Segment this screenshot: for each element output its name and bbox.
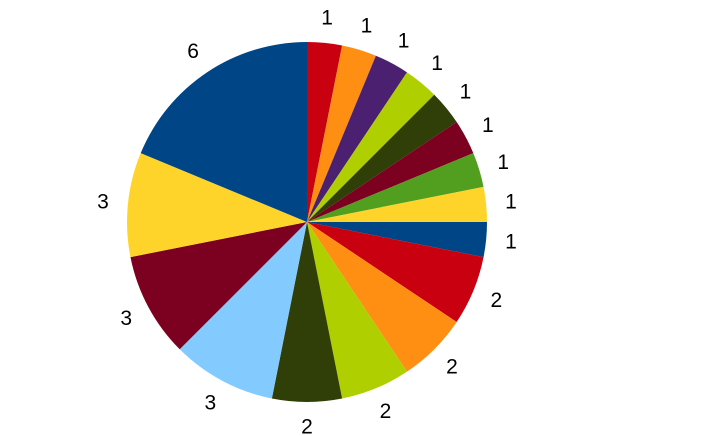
pie-data-label-3: 1 [398,30,410,53]
pie-slice-4 [307,72,435,222]
pie-data-label-8: 1 [505,190,517,213]
pie-data-label-11: 2 [446,356,458,379]
pie-data-label-5: 1 [460,80,472,103]
pie-data-label-7: 1 [497,151,509,174]
pie-data-label-15: 3 [120,307,132,330]
pie-data-label-13: 2 [301,416,313,436]
pie-slice-10 [307,222,484,322]
pie-slice-6 [307,122,474,222]
pie-data-label-10: 2 [491,289,503,312]
pie-slices [127,42,487,402]
pie-data-label-4: 1 [431,52,443,75]
pie-slice-17 [140,42,307,222]
pie-data-label-14: 3 [205,391,217,414]
pie-data-label-16: 3 [97,190,109,213]
pie-slice-13 [271,222,343,402]
pie-slice-5 [307,94,457,222]
pie-slice-8 [307,186,487,222]
pie-data-label-12: 2 [380,400,392,423]
pie-data-label-17: 6 [187,40,199,63]
pie-data-label-2: 1 [361,14,373,37]
pie-data-label-6: 1 [482,114,494,137]
pie-slice-16 [127,153,307,258]
pie-slice-2 [307,45,376,223]
pie-slice-3 [307,55,407,223]
pie-slice-14 [179,222,307,399]
pie-slice-1 [307,42,343,222]
pie-data-label-9: 1 [505,231,517,254]
pie-slice-15 [130,222,307,350]
pie-slice-12 [307,222,407,399]
pie-slice-11 [307,222,457,372]
pie-slice-9 [307,222,487,258]
pie-slice-7 [307,153,484,222]
pie-data-label-1: 1 [321,7,333,30]
